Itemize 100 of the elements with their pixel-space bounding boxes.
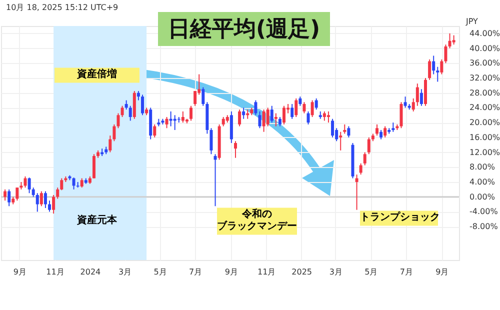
candlestick: [322, 110, 326, 122]
candlestick: [420, 88, 423, 106]
text: JPY: [466, 17, 478, 26]
candlestick: [242, 107, 246, 120]
candlestick: [190, 105, 193, 122]
y-tick-label: 24.00%: [470, 103, 500, 112]
candlestick: [128, 105, 132, 122]
note-box: ブラックマンデー: [217, 220, 297, 234]
x-tick-label: 2025: [292, 268, 312, 276]
candlestick: [80, 178, 84, 188]
candlestick: [339, 131, 342, 151]
candlestick: [444, 44, 448, 64]
y-tick-label: 40.00%: [470, 44, 500, 53]
candlestick: [214, 154, 217, 207]
x-tick-label: 3月: [118, 268, 132, 276]
note-box: トランプショック: [360, 210, 438, 226]
x-tick-label: 5月: [154, 268, 167, 276]
chart-title: 日経平均(週足): [158, 12, 330, 46]
candlestick: [120, 105, 124, 118]
candlestick: [108, 135, 112, 153]
candlestick: [412, 98, 415, 112]
candlestick: [8, 188, 11, 207]
candlestick: [347, 126, 350, 138]
y-tick-label: 8.00%: [470, 162, 496, 172]
candlestick: [24, 176, 27, 188]
y-tick-label: 12.00%: [470, 148, 500, 157]
candlestick: [181, 110, 184, 124]
candlestick: [40, 190, 43, 207]
y-tick-label: -4.00%: [470, 207, 498, 216]
candlestick: [266, 107, 270, 127]
candlestick: [416, 83, 419, 106]
candlestick: [380, 130, 383, 140]
candlestick: [270, 105, 274, 124]
y-tick-label: -8.00%: [470, 222, 498, 232]
y-tick-label: 28.00%: [470, 88, 500, 98]
candlestick: [262, 109, 266, 132]
candlestick: [222, 116, 225, 127]
candlestick: [238, 109, 242, 127]
candlestick: [310, 100, 314, 118]
x-tick-label: 11月: [46, 268, 64, 276]
candlestick: [56, 187, 60, 200]
candlestick: [48, 200, 52, 212]
candlestick: [432, 55, 436, 75]
y-tick-label: 20.00%: [470, 118, 500, 128]
x-tick-label: 9月: [436, 268, 449, 276]
candlestick: [355, 174, 358, 210]
candlestick: [282, 105, 286, 125]
x-tick-label: 9月: [13, 268, 27, 276]
y-tick-label: 0.00%: [470, 192, 496, 202]
candlestick: [363, 152, 366, 166]
candlestick: [331, 118, 334, 138]
candlestick: [400, 102, 403, 129]
candlestick: [298, 96, 302, 106]
y-tick-label: 32.00%: [470, 74, 500, 82]
candlestick: [436, 66, 440, 82]
candlestick: [448, 32, 452, 49]
y-tick-label: 44.00%: [470, 28, 500, 38]
candlestick: [254, 100, 258, 116]
candlestick: [359, 162, 362, 176]
y-tick-label: 36.00%: [470, 58, 500, 68]
candlestick: [274, 112, 278, 127]
candlestick: [302, 102, 306, 114]
candlestick: [375, 124, 378, 136]
candlestick: [306, 110, 310, 125]
candlestick: [153, 124, 156, 138]
candlestick: [404, 96, 407, 108]
candlestick: [452, 34, 456, 46]
candlestick: [210, 128, 213, 155]
candlestick: [124, 100, 128, 110]
x-tick-label: 3月: [329, 268, 342, 276]
x-tick-label: 5月: [364, 268, 378, 276]
candlestick: [141, 94, 144, 116]
candlestick: [314, 98, 318, 110]
candlestick: [428, 58, 432, 80]
candlestick: [384, 126, 387, 138]
candlestick: [194, 90, 197, 106]
x-tick-label: 7月: [400, 268, 413, 276]
candlestick: [202, 86, 205, 106]
note-box: 資産倍増: [54, 68, 140, 82]
x-tick-label: 7月: [189, 268, 202, 276]
candlestick: [440, 58, 444, 75]
x-tick-label: 11月: [258, 268, 276, 276]
y-tick-label: 4.00%: [470, 178, 496, 186]
candlestick: [28, 177, 31, 194]
candlestick: [116, 112, 120, 129]
x-tick-label: 9月: [224, 268, 238, 276]
candlestick: [165, 116, 168, 129]
candlestick: [326, 110, 330, 124]
y-tick-label: 16.00%: [470, 132, 500, 142]
candlestick: [294, 98, 298, 118]
candlestick: [52, 194, 56, 214]
candlestick: [32, 187, 35, 198]
candlestick: [258, 110, 262, 129]
candlestick: [234, 140, 237, 158]
candlestick: [136, 90, 140, 101]
candlestick: [392, 122, 395, 132]
candlestick: [92, 154, 96, 179]
candlestick: [72, 177, 76, 190]
candlestick: [4, 188, 7, 202]
candlestick: [16, 187, 19, 202]
